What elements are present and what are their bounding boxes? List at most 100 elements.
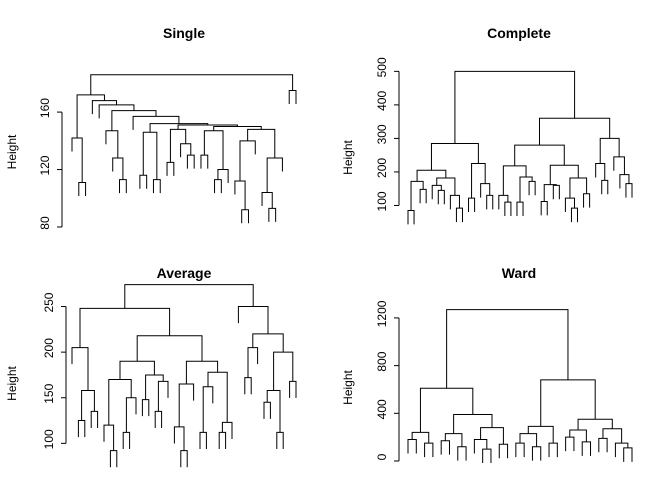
merge <box>599 137 620 164</box>
merge <box>515 442 525 458</box>
merge <box>543 184 557 202</box>
merge <box>239 140 256 182</box>
merge <box>498 443 509 459</box>
y-tick-label: 200 <box>375 158 389 178</box>
merge <box>125 397 137 433</box>
y-axis-label: Height <box>5 134 19 169</box>
merge <box>516 201 524 217</box>
merge <box>103 424 115 451</box>
y-axis-label: Height <box>341 369 355 404</box>
merge <box>454 70 576 144</box>
merge <box>457 446 467 461</box>
merge <box>186 154 195 169</box>
merge <box>247 128 276 159</box>
merge <box>431 184 442 200</box>
merge <box>549 164 579 185</box>
merge <box>502 165 527 196</box>
merge <box>266 157 283 193</box>
merge <box>119 179 127 194</box>
y-tick-label: 400 <box>375 91 389 111</box>
merge <box>149 123 209 133</box>
merge <box>410 180 424 211</box>
merge <box>473 439 488 454</box>
merge <box>169 128 187 163</box>
y-tick-label: 100 <box>375 191 389 211</box>
merge <box>446 309 569 389</box>
merge <box>548 442 558 458</box>
merge <box>141 399 150 417</box>
merge <box>111 110 157 131</box>
merge <box>98 104 135 119</box>
merge <box>625 183 633 198</box>
merge <box>142 131 158 180</box>
merge <box>504 201 512 217</box>
y-tick-label: 80 <box>38 216 52 230</box>
y-axis-label: Height <box>341 139 355 174</box>
merge <box>139 174 148 189</box>
merge <box>289 380 297 398</box>
y-tick-label: 200 <box>42 338 56 358</box>
merge <box>152 179 161 194</box>
merge <box>276 431 284 449</box>
merge <box>455 207 463 223</box>
merge <box>180 143 192 158</box>
merge <box>498 194 509 210</box>
merge <box>570 207 579 223</box>
merge <box>124 284 254 309</box>
merge <box>436 177 456 196</box>
merge <box>602 428 623 444</box>
merge <box>569 429 587 442</box>
merge <box>268 207 277 222</box>
y-axis-label: Height <box>5 365 19 400</box>
merge <box>444 433 463 447</box>
merge <box>237 306 269 334</box>
merge <box>108 379 132 426</box>
merge <box>440 440 450 455</box>
merge <box>480 427 504 445</box>
merge <box>419 188 427 204</box>
merge <box>173 426 185 451</box>
merge <box>76 94 105 138</box>
merge <box>109 450 118 468</box>
merge <box>154 410 163 429</box>
merge <box>598 437 608 453</box>
merge <box>166 161 175 176</box>
y-tick-label: 300 <box>375 124 389 144</box>
merge <box>136 335 203 362</box>
merge <box>79 307 171 348</box>
merge <box>482 448 492 464</box>
merge <box>619 174 630 189</box>
merge <box>157 380 169 412</box>
merge <box>180 450 188 468</box>
merge <box>519 433 538 447</box>
merge <box>122 431 131 449</box>
merge <box>78 181 87 196</box>
panel-title: Average <box>157 265 212 281</box>
y-tick-label: 1200 <box>375 300 389 327</box>
merge <box>273 351 294 391</box>
y-tick-label: 160 <box>38 98 52 118</box>
merge <box>471 163 486 199</box>
merge <box>91 100 118 115</box>
panel-title: Ward <box>502 265 536 281</box>
merge <box>514 144 565 166</box>
merge <box>145 374 164 400</box>
merge <box>247 347 259 378</box>
merge <box>613 156 625 175</box>
merge <box>119 360 155 380</box>
y-tick-label: 120 <box>38 155 52 175</box>
merge <box>528 180 536 196</box>
merge <box>623 447 633 462</box>
merge <box>411 431 430 444</box>
merge <box>200 154 209 169</box>
merge <box>81 389 95 421</box>
merge <box>552 184 560 200</box>
merge <box>77 420 86 438</box>
merge <box>601 179 609 195</box>
merge <box>531 446 542 461</box>
merge <box>407 439 417 454</box>
merge <box>266 389 281 433</box>
merge <box>263 401 271 419</box>
